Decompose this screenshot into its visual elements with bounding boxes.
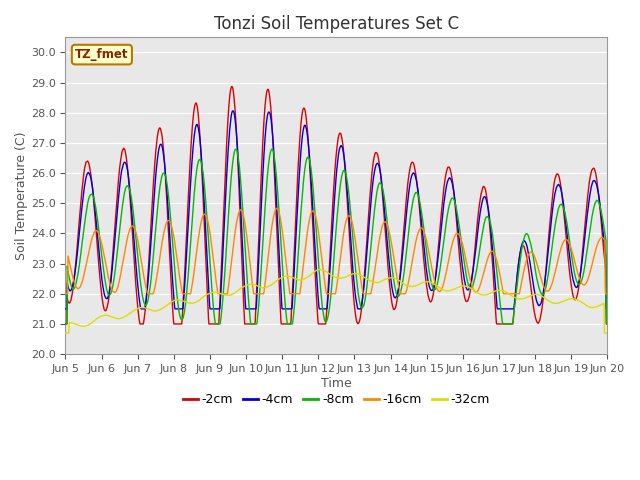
Legend: -2cm, -4cm, -8cm, -16cm, -32cm: -2cm, -4cm, -8cm, -16cm, -32cm (178, 388, 495, 411)
Text: TZ_fmet: TZ_fmet (75, 48, 129, 61)
Title: Tonzi Soil Temperatures Set C: Tonzi Soil Temperatures Set C (214, 15, 459, 33)
X-axis label: Time: Time (321, 377, 352, 390)
Y-axis label: Soil Temperature (C): Soil Temperature (C) (15, 132, 28, 260)
